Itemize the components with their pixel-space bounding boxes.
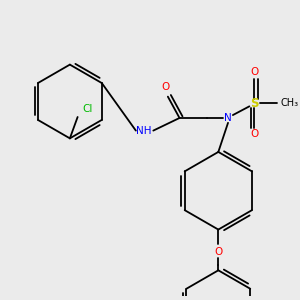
Text: O: O <box>250 130 258 140</box>
Text: N: N <box>224 113 232 123</box>
Text: O: O <box>162 82 170 92</box>
Text: O: O <box>214 247 222 257</box>
Text: Cl: Cl <box>82 104 93 114</box>
Text: NH: NH <box>136 126 152 136</box>
Text: S: S <box>250 97 259 110</box>
Text: CH₃: CH₃ <box>280 98 298 108</box>
Text: O: O <box>250 68 258 77</box>
